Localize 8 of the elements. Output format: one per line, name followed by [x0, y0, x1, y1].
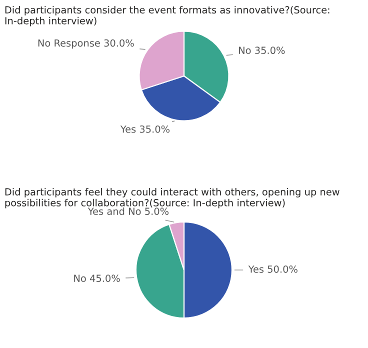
slice-label: Yes 50.0%: [248, 265, 298, 273]
slice-label: No 45.0%: [74, 274, 120, 282]
chart-title: Did participants feel they could interact with others, opening up new possibilities for collaboration?(Source: In-depth interview): [5, 188, 340, 208]
slice-label: Yes 35.0%: [120, 125, 170, 133]
slice-label: No Response 30.0%: [38, 39, 134, 49]
chart-title: Did participants consider the event formats as innovative?(Source: In-depth interview): [5, 6, 330, 26]
slice-label: Yes and No 5.0%: [88, 207, 169, 215]
slice-label: No 35.0%: [239, 46, 285, 54]
